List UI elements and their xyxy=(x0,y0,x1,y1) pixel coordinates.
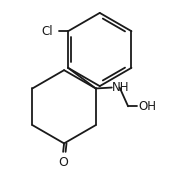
Text: Cl: Cl xyxy=(41,25,53,38)
Text: NH: NH xyxy=(112,81,130,94)
Text: OH: OH xyxy=(138,100,156,113)
Text: O: O xyxy=(58,156,68,169)
